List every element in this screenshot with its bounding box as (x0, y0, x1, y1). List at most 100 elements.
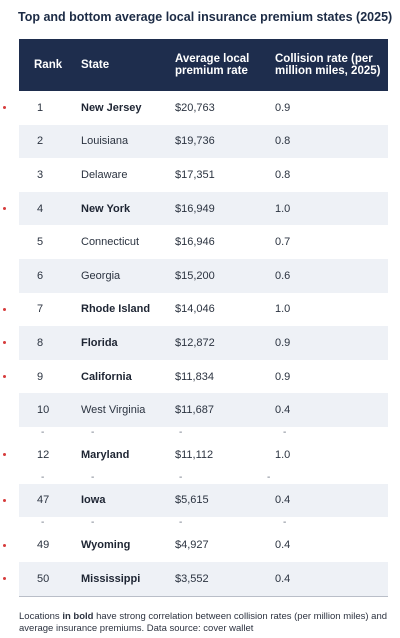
cell-collision: 0.4 (275, 539, 291, 552)
gap-dash: - (91, 517, 95, 529)
table-row: 8 Florida $12,872 0.9 (3, 326, 388, 360)
table-body: 1 New Jersey $20,763 0.9 2 Louisiana $19,736 0.… (3, 91, 388, 596)
correlation-marker-dot (3, 374, 6, 378)
table-row: 12 Maryland $11,112 1.0 (3, 438, 388, 472)
cell-collision: 0.9 (275, 101, 291, 114)
cell-rank: 47 (37, 494, 50, 507)
table-row: 47 Iowa $5,615 0.4 (3, 483, 388, 518)
cell-state: Iowa (81, 494, 106, 507)
cell-state: Connecticut (81, 236, 140, 249)
premium-table: Rank State Average local premium rate Co… (3, 39, 388, 597)
cell-collision: 1.0 (275, 303, 291, 316)
cell-collision: 0.4 (275, 404, 291, 417)
table-row: 1 New Jersey $20,763 0.9 (3, 91, 388, 125)
cell-rank: 4 (37, 202, 44, 215)
gap-dash: - (41, 427, 45, 439)
cell-rank: 8 (37, 336, 44, 349)
cell-rank: 7 (37, 303, 44, 316)
table-gap-row: ---- (19, 517, 388, 529)
footnote-prefix: Locations (19, 611, 63, 622)
gap-dash: - (267, 472, 271, 484)
cell-state: Rhode Island (81, 303, 151, 316)
table-row-cells: 6 Georgia $15,200 0.6 (19, 258, 388, 293)
cell-rank: 12 (37, 449, 50, 462)
cell-rank: 5 (37, 236, 44, 249)
cell-state: Louisiana (81, 135, 129, 148)
cell-state: Wyoming (81, 539, 131, 552)
table-row-cells: 1 New Jersey $20,763 0.9 (19, 91, 388, 125)
cell-collision: 1.0 (275, 202, 291, 215)
gap-dash: - (283, 517, 287, 529)
correlation-marker-dot (3, 498, 6, 502)
header-rank: Rank (34, 59, 63, 71)
table-row: 4 New York $16,949 1.0 (3, 191, 388, 226)
correlation-marker-dot (3, 577, 6, 581)
cell-state: Maryland (81, 449, 130, 462)
cell-collision: 0.8 (275, 135, 291, 148)
cell-state: New Jersey (81, 101, 142, 114)
table-row-cells: 5 Connecticut $16,946 0.7 (19, 225, 388, 259)
cell-premium: $16,946 (175, 236, 215, 249)
table-row: 50 Mississippi $3,552 0.4 (3, 562, 388, 596)
cell-collision: 0.9 (275, 336, 291, 349)
footnote-suffix: have strong correlation between collisio… (19, 611, 388, 634)
table-header: Rank State Average local premium rate Co… (19, 39, 388, 91)
gap-dash: - (91, 472, 95, 484)
cell-premium: $14,046 (175, 303, 215, 316)
cell-collision: 0.4 (275, 494, 291, 507)
table-row-cells: 4 New York $16,949 1.0 (19, 191, 388, 226)
footnote: Locations in bold have strong correlatio… (19, 611, 389, 635)
table-row-cells: 9 California $11,834 0.9 (19, 360, 388, 394)
cell-premium: $3,552 (175, 573, 209, 586)
cell-rank: 10 (37, 404, 50, 417)
cell-premium: $15,200 (175, 269, 215, 282)
cell-premium: $11,834 (175, 370, 214, 383)
cell-rank: 49 (37, 539, 50, 552)
cell-state: California (81, 370, 132, 383)
cell-collision: 0.7 (275, 236, 291, 249)
table-row: 2 Louisiana $19,736 0.8 (19, 124, 388, 159)
table-row-cells: 50 Mississippi $3,552 0.4 (19, 562, 388, 596)
table-row: 10 West Virginia $11,687 0.4 (19, 393, 388, 427)
gap-dash: - (179, 427, 183, 439)
table-row-cells: 47 Iowa $5,615 0.4 (19, 483, 388, 518)
gap-dash: - (179, 517, 183, 529)
correlation-marker-dot (3, 307, 6, 311)
cell-rank: 3 (37, 168, 44, 181)
cell-premium: $16,949 (175, 202, 215, 215)
correlation-marker-dot (3, 341, 6, 345)
cell-premium: $11,112 (175, 449, 214, 462)
gap-dash: - (179, 472, 183, 484)
cell-premium: $20,763 (175, 101, 215, 114)
header-premium: Average local premium rate (175, 53, 250, 77)
cell-premium: $5,615 (175, 494, 209, 507)
cell-collision: 0.6 (275, 269, 291, 282)
table-gap-row: ---- (19, 472, 388, 484)
cell-premium: $11,687 (175, 404, 214, 417)
cell-rank: 2 (37, 135, 44, 148)
cell-state: New York (81, 202, 131, 215)
table-row-cells: 12 Maryland $11,112 1.0 (19, 438, 388, 472)
correlation-marker-dot (3, 206, 6, 210)
correlation-marker-dot (3, 453, 6, 457)
header-state: State (81, 59, 110, 71)
table-gap-row: ---- (19, 427, 388, 439)
table-row: 6 Georgia $15,200 0.6 (19, 258, 388, 293)
table-row-cells: 49 Wyoming $4,927 0.4 (19, 529, 388, 563)
cell-state: Mississippi (81, 573, 141, 586)
table-row-cells: 3 Delaware $17,351 0.8 (19, 158, 388, 192)
table-row-cells: 8 Florida $12,872 0.9 (19, 326, 388, 360)
table-row: 5 Connecticut $16,946 0.7 (19, 225, 388, 259)
table-row-cells: 10 West Virginia $11,687 0.4 (19, 393, 388, 427)
gap-dash: - (41, 517, 45, 529)
cell-collision: 1.0 (275, 449, 291, 462)
cell-rank: 9 (37, 370, 44, 383)
correlation-marker-dot (3, 543, 6, 547)
table-row: 9 California $11,834 0.9 (3, 360, 388, 394)
cell-collision: 0.4 (275, 573, 291, 586)
gap-dash: - (283, 427, 287, 439)
table-row-cells: 7 Rhode Island $14,046 1.0 (19, 293, 388, 327)
cell-premium: $4,927 (175, 539, 209, 552)
gap-dash: - (91, 427, 95, 439)
cell-rank: 50 (37, 573, 50, 586)
